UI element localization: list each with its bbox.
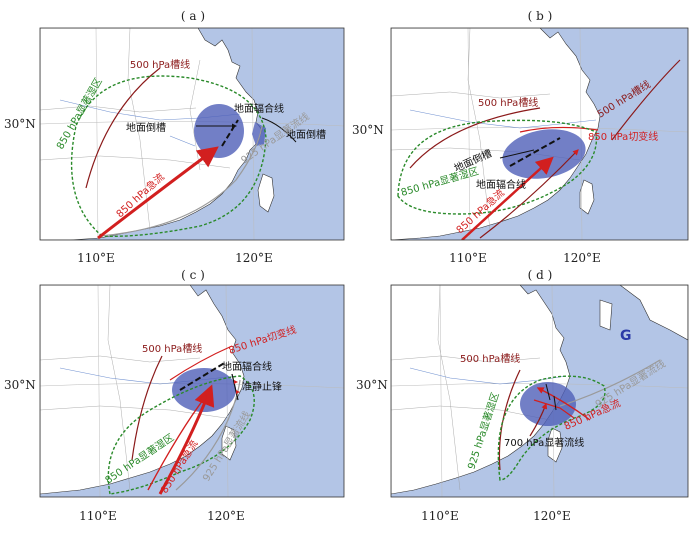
rain-area	[194, 104, 244, 158]
trough500-line	[131, 355, 163, 461]
meridian-120	[579, 28, 583, 240]
trough500-line	[85, 67, 161, 189]
panel-label: ( a )	[181, 9, 205, 23]
lon-label-110: 110°E	[421, 509, 459, 523]
lon-label-110: 110°E	[79, 509, 117, 523]
meridian-110	[467, 28, 471, 240]
land-area	[391, 28, 601, 240]
lon-label-120: 120°E	[563, 251, 601, 265]
stationary-front-line	[231, 373, 239, 401]
map-frame	[39, 27, 345, 241]
rain-area	[502, 129, 586, 179]
province-boundaries	[40, 28, 231, 231]
taiwan-island	[579, 179, 595, 215]
meridian-110	[95, 28, 99, 240]
sfc-convergence-line	[221, 119, 239, 147]
label-stream700: 700 hPa显著流线	[504, 436, 584, 449]
panel-a: ( a ) 500 hPa槽线 850 hPa显著湿区 地面倒槽 地面辐合线 地…	[4, 9, 345, 265]
taiwan-island	[221, 425, 237, 461]
meridian-110	[439, 285, 443, 497]
panel-label: ( c )	[181, 268, 205, 282]
river-lines	[409, 109, 597, 129]
label-trough500: 500 hPa槽线	[130, 58, 190, 71]
label-sfc-convergence: 地面辐合线	[222, 360, 272, 373]
shear850-line	[169, 345, 233, 381]
taiwan-island	[257, 173, 275, 213]
panel-label: ( b )	[528, 9, 553, 23]
stream700-line-2	[533, 399, 575, 419]
map-frame	[39, 284, 345, 498]
label-trough500-w: 500 hPa槽线	[478, 96, 538, 109]
map-frame	[390, 27, 689, 241]
panel-label: ( d )	[528, 268, 553, 282]
sfc-trough-line	[499, 149, 535, 159]
stream700-line	[529, 402, 548, 437]
lon-label-110: 110°E	[77, 251, 115, 265]
label-trough500: 500 hPa槽线	[460, 352, 520, 365]
map-frame	[390, 284, 689, 498]
jet850-arrow-2	[147, 394, 207, 491]
shear850-line	[519, 126, 599, 133]
moist850-contour	[107, 375, 255, 495]
label-shear850: 850 hPa切变线	[588, 130, 658, 143]
moist850-contour	[70, 75, 267, 237]
label-sfc-convergence: 地面辐合线	[476, 178, 526, 191]
front-red-marks	[234, 380, 240, 394]
province-boundaries	[40, 285, 227, 491]
lon-label-120: 120°E	[207, 509, 245, 523]
korea-japan	[599, 285, 688, 341]
trough500-line-e	[611, 59, 681, 141]
sfc-trough-line-e	[261, 117, 297, 143]
lat-label: 30°N	[356, 378, 388, 392]
stream925-line-e	[559, 359, 661, 407]
parallel-30	[391, 127, 688, 133]
taiwan-island	[547, 427, 563, 463]
label-sfc-trough: 地面倒槽	[126, 121, 166, 134]
moist925-contour	[497, 375, 606, 481]
parallel-30	[40, 121, 344, 127]
moist850-contour	[397, 119, 598, 215]
label-sfc-trough-e: 地面倒槽	[286, 128, 326, 141]
panel-c: ( c ) 850 hPa切变线 500 hPa槽线 地面辐合线 准静止锋	[4, 268, 345, 523]
jet850-arrow	[536, 387, 591, 421]
label-sfc-convergence: 地面辐合线	[234, 102, 284, 115]
lon-label-120: 120°E	[235, 251, 273, 265]
panel-d: ( d ) 500 hPa槽线 925 hPa显著流线 925 hPa显著湿区 …	[356, 268, 689, 523]
front-marks	[545, 383, 557, 411]
label-trough500: 500 hPa槽线	[142, 342, 202, 355]
rain-area-small	[252, 122, 266, 146]
lon-label-120: 120°E	[533, 509, 571, 523]
jet850-arrow	[97, 146, 219, 240]
marker-g: G	[620, 328, 632, 344]
trough500-line-w	[409, 107, 541, 169]
lon-label-110: 110°E	[449, 251, 487, 265]
label-stationary-front: 准静止锋	[242, 380, 282, 393]
lat-label: 30°N	[352, 123, 384, 137]
stream925-line	[99, 125, 263, 237]
lat-label: 30°N	[4, 117, 36, 131]
meridian-110	[97, 285, 101, 497]
jet850-arrow	[461, 156, 554, 240]
panel-b: ( b ) 500 hPa槽线 500 hPa槽线 850 hPa切变线 地面倒…	[352, 9, 689, 265]
lat-label: 30°N	[4, 378, 36, 392]
jet850-arrow-2	[479, 149, 579, 239]
sfc-convergence-line	[509, 137, 561, 167]
